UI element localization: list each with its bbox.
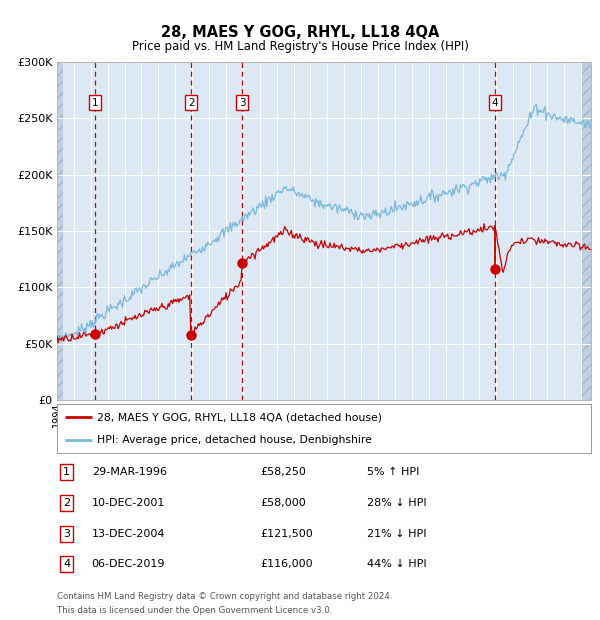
Text: £116,000: £116,000: [260, 559, 313, 569]
Text: 29-MAR-1996: 29-MAR-1996: [92, 467, 167, 477]
Text: This data is licensed under the Open Government Licence v3.0.: This data is licensed under the Open Gov…: [57, 606, 332, 615]
Text: Price paid vs. HM Land Registry's House Price Index (HPI): Price paid vs. HM Land Registry's House …: [131, 40, 469, 53]
Text: 5% ↑ HPI: 5% ↑ HPI: [367, 467, 419, 477]
Text: 13-DEC-2004: 13-DEC-2004: [92, 529, 165, 539]
Text: 06-DEC-2019: 06-DEC-2019: [92, 559, 165, 569]
Text: £58,000: £58,000: [260, 498, 305, 508]
Text: 1: 1: [63, 467, 70, 477]
Text: 4: 4: [63, 559, 70, 569]
Text: 4: 4: [492, 97, 499, 107]
Text: 3: 3: [63, 529, 70, 539]
Text: 1: 1: [92, 97, 98, 107]
Text: 21% ↓ HPI: 21% ↓ HPI: [367, 529, 426, 539]
Text: 28, MAES Y GOG, RHYL, LL18 4QA: 28, MAES Y GOG, RHYL, LL18 4QA: [161, 25, 439, 40]
Text: 28, MAES Y GOG, RHYL, LL18 4QA (detached house): 28, MAES Y GOG, RHYL, LL18 4QA (detached…: [97, 412, 382, 422]
Text: Contains HM Land Registry data © Crown copyright and database right 2024.: Contains HM Land Registry data © Crown c…: [57, 592, 392, 601]
Text: HPI: Average price, detached house, Denbighshire: HPI: Average price, detached house, Denb…: [97, 435, 372, 445]
Text: 2: 2: [188, 97, 194, 107]
Text: £58,250: £58,250: [260, 467, 306, 477]
Text: 3: 3: [239, 97, 245, 107]
Text: 44% ↓ HPI: 44% ↓ HPI: [367, 559, 427, 569]
Text: £121,500: £121,500: [260, 529, 313, 539]
Text: 28% ↓ HPI: 28% ↓ HPI: [367, 498, 427, 508]
Text: 2: 2: [63, 498, 70, 508]
Text: 10-DEC-2001: 10-DEC-2001: [92, 498, 165, 508]
